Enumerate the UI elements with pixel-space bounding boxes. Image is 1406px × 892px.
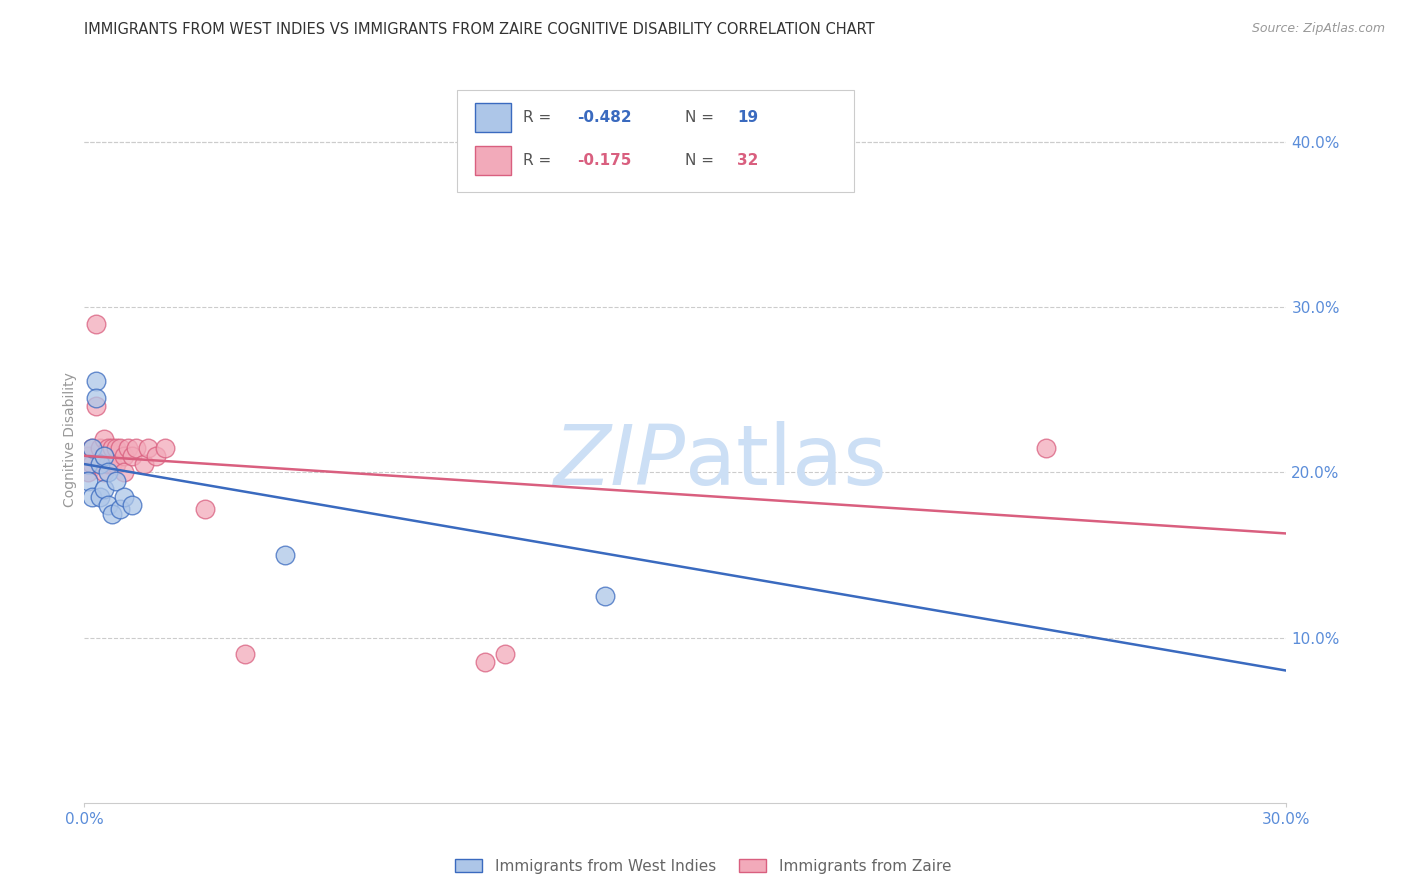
FancyBboxPatch shape — [457, 90, 853, 192]
Point — [105, 441, 128, 455]
Point — [121, 449, 143, 463]
Text: 32: 32 — [737, 153, 758, 169]
Text: N =: N = — [686, 153, 720, 169]
Text: N =: N = — [686, 110, 720, 125]
Point — [89, 457, 111, 471]
Point — [77, 457, 100, 471]
FancyBboxPatch shape — [475, 103, 512, 132]
Point — [233, 647, 256, 661]
Point — [595, 589, 617, 603]
Point — [134, 457, 156, 471]
Point — [194, 501, 217, 516]
Point — [86, 375, 108, 389]
Point — [114, 449, 135, 463]
Text: ZIP: ZIP — [554, 421, 686, 501]
Text: -0.175: -0.175 — [578, 153, 631, 169]
Point — [89, 490, 111, 504]
Text: 19: 19 — [737, 110, 758, 125]
Point — [97, 441, 120, 455]
Point — [82, 457, 104, 471]
Y-axis label: Cognitive Disability: Cognitive Disability — [63, 372, 77, 507]
Point — [97, 457, 120, 471]
Point — [274, 548, 297, 562]
Point — [82, 441, 104, 455]
Point — [1035, 441, 1057, 455]
Point — [138, 441, 160, 455]
Point — [93, 449, 115, 463]
Point — [77, 474, 100, 488]
Point — [93, 449, 115, 463]
FancyBboxPatch shape — [475, 146, 512, 176]
Point — [101, 457, 124, 471]
Text: atlas: atlas — [686, 421, 887, 501]
Point — [93, 466, 115, 480]
Point — [82, 441, 104, 455]
Point — [101, 441, 124, 455]
Point — [125, 441, 148, 455]
Point — [86, 399, 108, 413]
Point — [82, 490, 104, 504]
Point — [86, 391, 108, 405]
Point — [77, 466, 100, 480]
Point — [145, 449, 167, 463]
Point — [105, 457, 128, 471]
Point — [474, 656, 496, 670]
Point — [114, 466, 135, 480]
Point — [101, 507, 124, 521]
Point — [114, 490, 135, 504]
Point — [97, 499, 120, 513]
Point — [494, 647, 516, 661]
Point — [117, 441, 139, 455]
Point — [121, 499, 143, 513]
Legend: Immigrants from West Indies, Immigrants from Zaire: Immigrants from West Indies, Immigrants … — [449, 853, 957, 880]
Point — [93, 482, 115, 496]
Point — [105, 474, 128, 488]
Text: IMMIGRANTS FROM WEST INDIES VS IMMIGRANTS FROM ZAIRE COGNITIVE DISABILITY CORREL: IMMIGRANTS FROM WEST INDIES VS IMMIGRANT… — [84, 22, 875, 37]
Point — [89, 457, 111, 471]
Text: Source: ZipAtlas.com: Source: ZipAtlas.com — [1251, 22, 1385, 36]
Point — [93, 433, 115, 447]
Point — [86, 317, 108, 331]
Point — [89, 441, 111, 455]
Point — [97, 466, 120, 480]
Text: R =: R = — [523, 153, 557, 169]
Text: -0.482: -0.482 — [578, 110, 631, 125]
Text: R =: R = — [523, 110, 557, 125]
Point — [110, 441, 132, 455]
Point — [110, 501, 132, 516]
Point — [153, 441, 176, 455]
Point — [77, 449, 100, 463]
